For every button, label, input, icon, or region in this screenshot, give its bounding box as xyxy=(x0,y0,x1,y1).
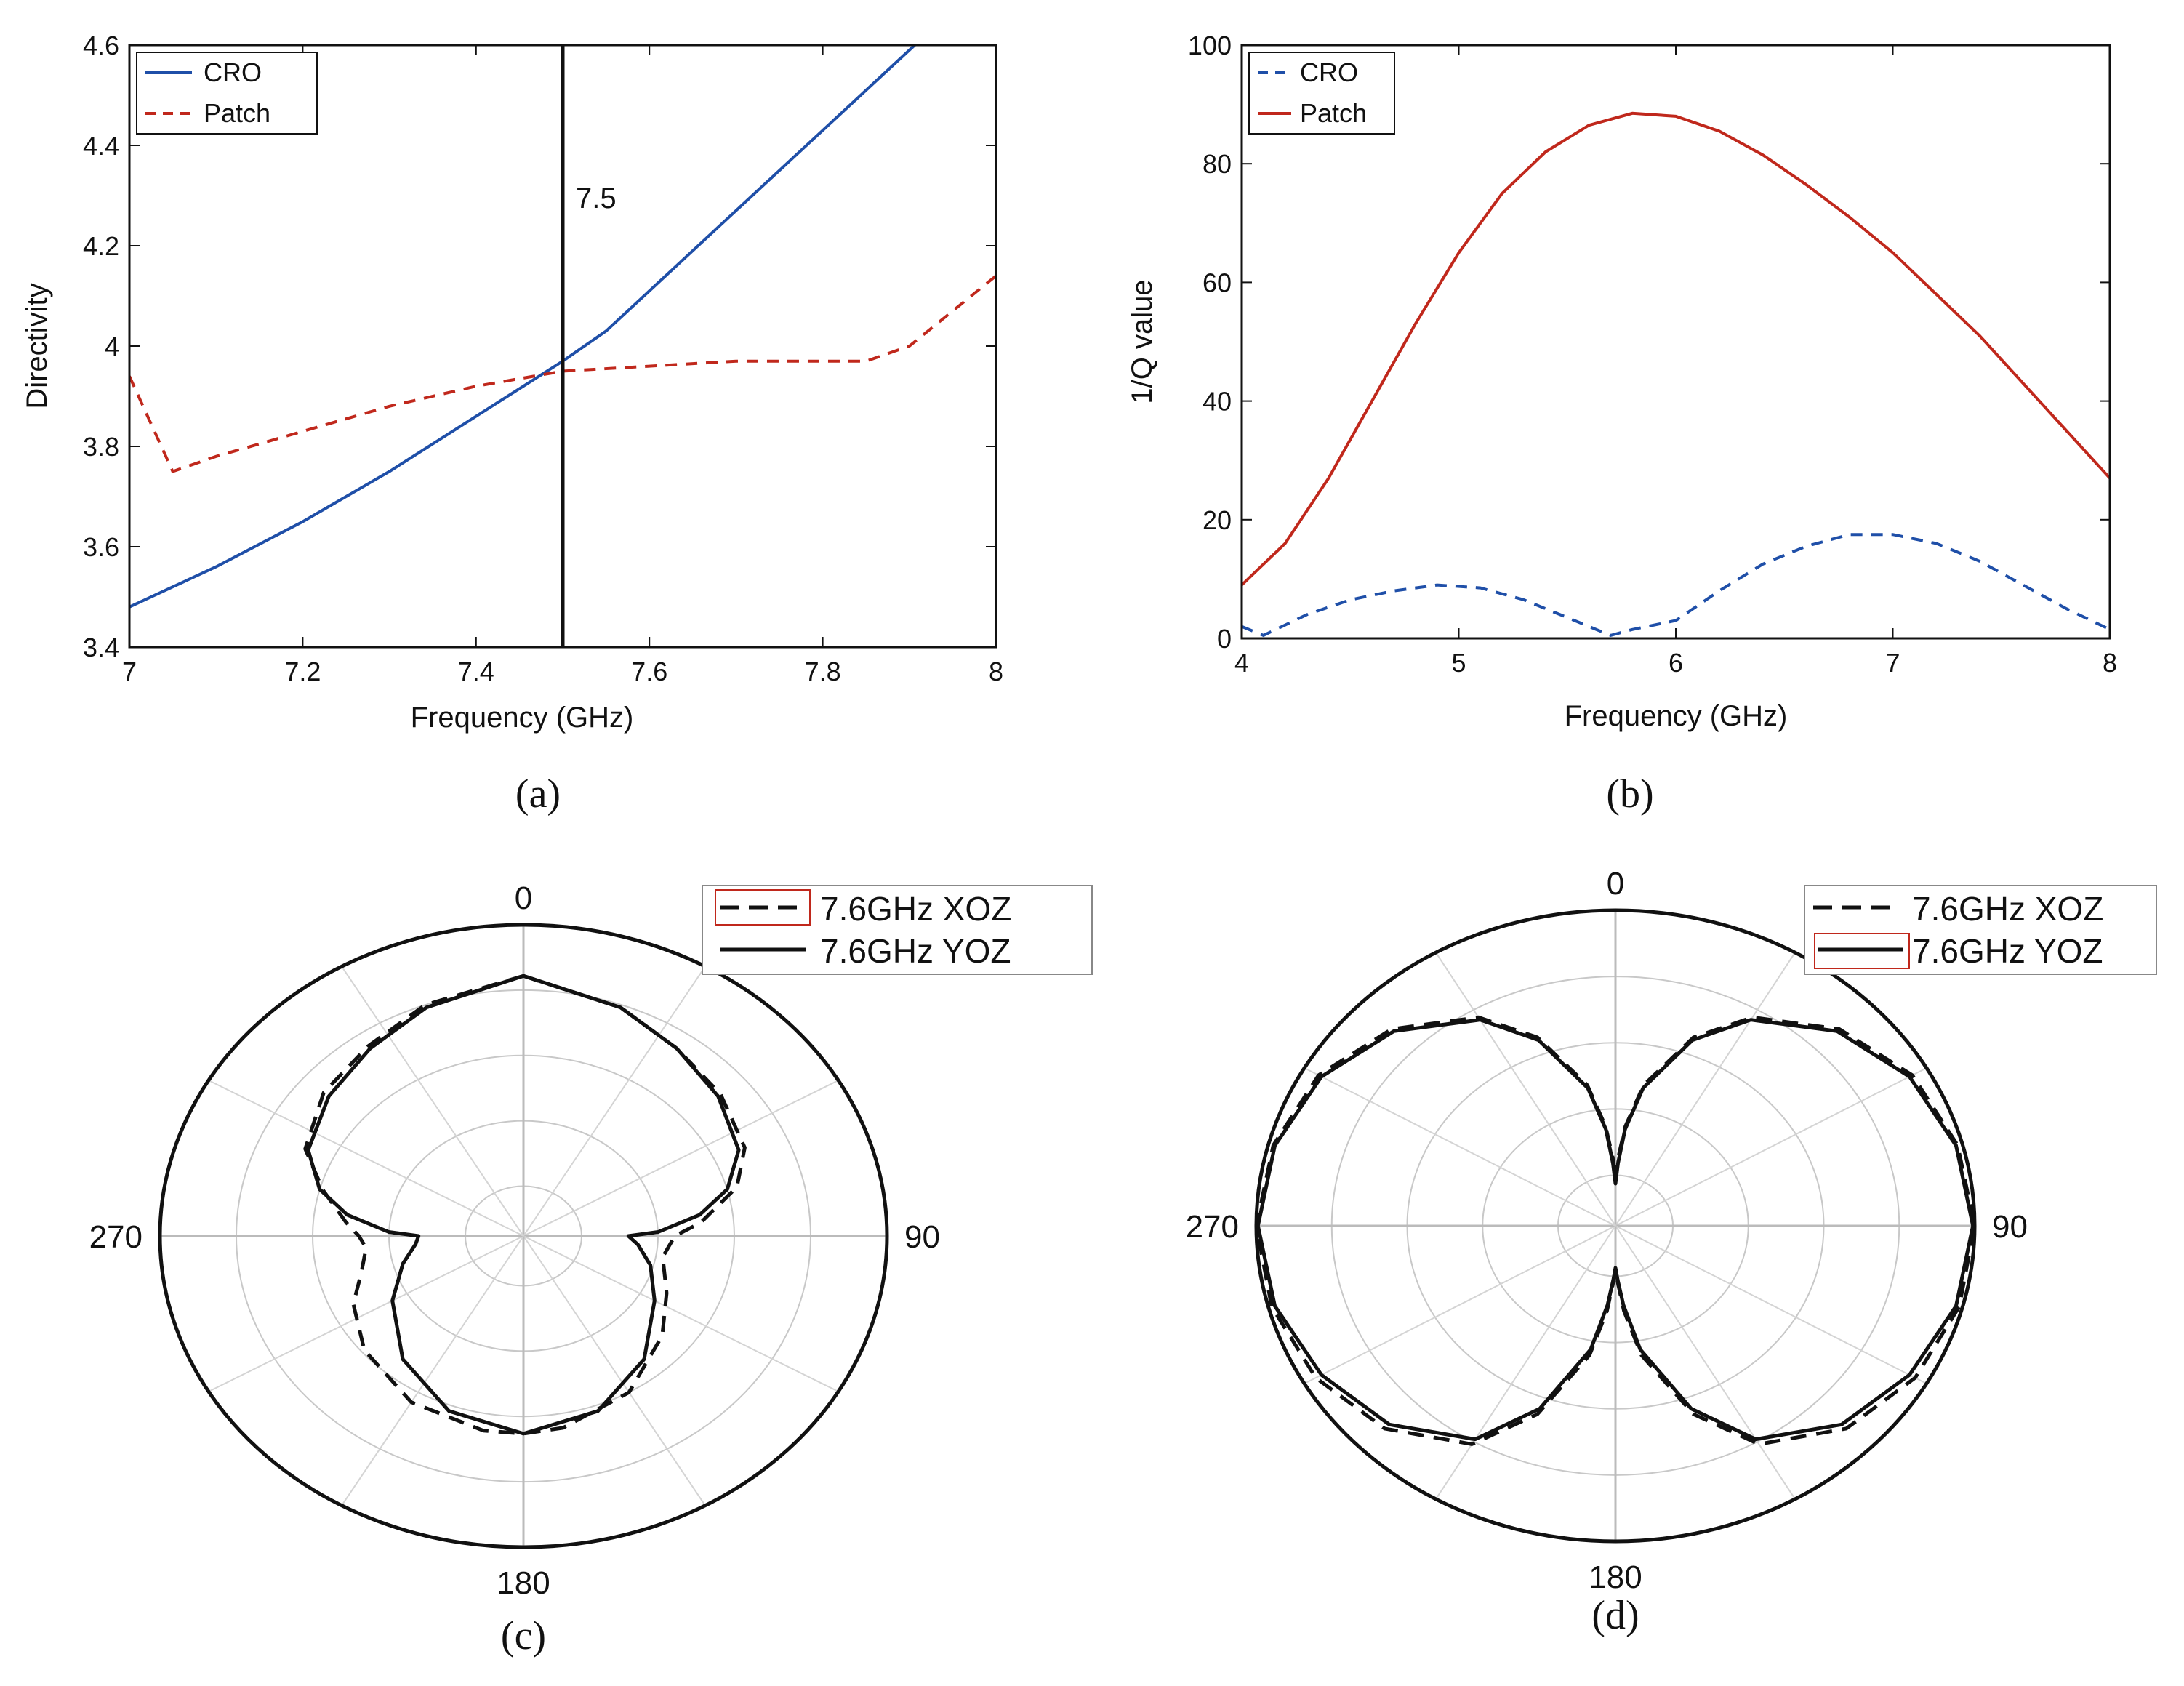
series-line-cro xyxy=(1242,533,2110,638)
y-axis-label: Directivity xyxy=(21,283,53,409)
legend-a-box xyxy=(136,52,318,135)
caption-a: (a) xyxy=(515,771,561,816)
x-axis-label: Frequency (GHz) xyxy=(411,702,634,734)
y-tick-label: 80 xyxy=(1203,149,1232,179)
panel-a-directivity-chart: 7 7.2 7.4 7.6 7.8 8 3.4 3.6 3.8 4 4.2 4.4 4.6 7.5 Fr… xyxy=(21,31,1003,816)
polar-grid-spoke xyxy=(1615,1225,1796,1500)
polar-grid-spoke xyxy=(208,1080,524,1237)
legend-c-label-xoz: 7.6GHz XOZ xyxy=(820,890,1011,928)
y-axis-label: 1/Q value xyxy=(1126,279,1158,404)
polar-grid-spoke xyxy=(1615,1225,1927,1384)
caption-d: (d) xyxy=(1591,1593,1639,1638)
polar-grid-spoke xyxy=(1304,1067,1616,1227)
y-tick-label: 4.4 xyxy=(83,131,119,161)
polar-grid-spoke xyxy=(523,966,706,1237)
x-tick-label: 8 xyxy=(2103,648,2117,678)
polar-grid-spoke xyxy=(1304,1225,1616,1384)
y-tick-label: 4.6 xyxy=(83,31,119,60)
polar-angle-label: 90 xyxy=(1992,1209,2028,1245)
polar-grid-spoke xyxy=(1435,952,1616,1227)
x-tick-label: 7.8 xyxy=(805,657,841,686)
polar-grid-spoke xyxy=(523,1080,839,1237)
polar-grid-spoke xyxy=(341,1235,524,1506)
y-tick-label: 4 xyxy=(105,332,119,361)
x-tick-label: 6 xyxy=(1669,648,1683,678)
polar-series-7-6ghz-xoz xyxy=(1254,1015,1977,1446)
legend-b-box xyxy=(1248,52,1395,135)
legend-d: 7.6GHz XOZ 7.6GHz YOZ xyxy=(1804,885,2157,975)
x-tick-label: 7.4 xyxy=(458,657,494,686)
polar-grid-spoke xyxy=(208,1235,524,1392)
polar-series-7-6ghz-xoz xyxy=(303,974,747,1436)
polar-grid-spoke xyxy=(341,966,524,1237)
y-tick-label: 100 xyxy=(1188,31,1232,60)
polar-angle-label: 90 xyxy=(904,1219,940,1255)
polar-angle-label: 180 xyxy=(497,1565,550,1601)
y-tick-label: 3.8 xyxy=(83,432,119,462)
legend-c-box xyxy=(702,885,1093,975)
polar-series-7-6ghz-yoz xyxy=(1256,1018,1975,1442)
marker-label: 7.5 xyxy=(576,182,617,214)
x-tick-label: 5 xyxy=(1451,648,1466,678)
polar-series-7-6ghz-yoz xyxy=(306,974,741,1436)
polar-outer-frame xyxy=(158,923,889,1549)
legend-c-swatch-box xyxy=(715,889,811,926)
legend-b-label-cro: CRO xyxy=(1300,57,1358,87)
caption-c: (c) xyxy=(501,1613,546,1658)
polar-angle-label: 270 xyxy=(89,1219,142,1255)
polar-angle-label: 0 xyxy=(515,880,532,916)
caption-b: (b) xyxy=(1606,771,1653,816)
legend-a-label-cro: CRO xyxy=(204,57,262,87)
x-tick-label: 8 xyxy=(989,657,1003,686)
legend-c-label-yoz: 7.6GHz YOZ xyxy=(820,932,1011,970)
polar-grid-spoke xyxy=(523,1235,839,1392)
x-tick-label: 7 xyxy=(1885,648,1900,678)
x-tick-label: 7 xyxy=(122,657,137,686)
legend-b: CRO Patch xyxy=(1248,52,1395,135)
panel-d-polar-pattern: 0 90 180 270 7.6GHz XOZ 7.6GHz YOZ (d) xyxy=(1186,866,2157,1638)
polar-angle-label: 270 xyxy=(1186,1209,1239,1245)
y-tick-label: 40 xyxy=(1203,387,1232,417)
polar-angle-label: 0 xyxy=(1607,866,1624,902)
y-tick-label: 3.4 xyxy=(83,633,119,662)
legend-d-label-yoz: 7.6GHz YOZ xyxy=(1912,932,2103,970)
polar-grid-spoke xyxy=(1615,1067,1927,1227)
legend-b-label-patch: Patch xyxy=(1300,98,1367,128)
legend-d-swatch-box xyxy=(1814,933,1910,969)
y-tick-label: 60 xyxy=(1203,268,1232,297)
polar-grid-spoke xyxy=(1435,1225,1616,1500)
x-axis-label: Frequency (GHz) xyxy=(1565,700,1788,732)
panel-c-polar-pattern: 0 90 180 270 7.6GHz XOZ 7.6GHz YOZ (c) xyxy=(89,880,1093,1658)
legend-a-label-patch: Patch xyxy=(204,98,270,128)
y-tick-label: 3.6 xyxy=(83,532,119,562)
legend-c: 7.6GHz XOZ 7.6GHz YOZ xyxy=(702,885,1093,975)
legend-a: CRO Patch xyxy=(136,52,318,135)
legend-d-box xyxy=(1804,885,2157,975)
series-line-patch xyxy=(1242,111,2110,587)
legend-d-label-xoz: 7.6GHz XOZ xyxy=(1912,890,2103,928)
y-tick-label: 4.2 xyxy=(83,231,119,261)
x-tick-label: 7.2 xyxy=(284,657,321,686)
y-tick-label: 0 xyxy=(1217,624,1232,654)
series-line-patch xyxy=(129,274,996,473)
polar-grid-spoke xyxy=(523,1235,706,1506)
x-tick-label: 4 xyxy=(1234,648,1249,678)
polar-angle-label: 180 xyxy=(1589,1559,1642,1595)
y-tick-label: 20 xyxy=(1203,505,1232,535)
polar-grid-spoke xyxy=(1615,952,1796,1227)
x-tick-label: 7.6 xyxy=(631,657,667,686)
